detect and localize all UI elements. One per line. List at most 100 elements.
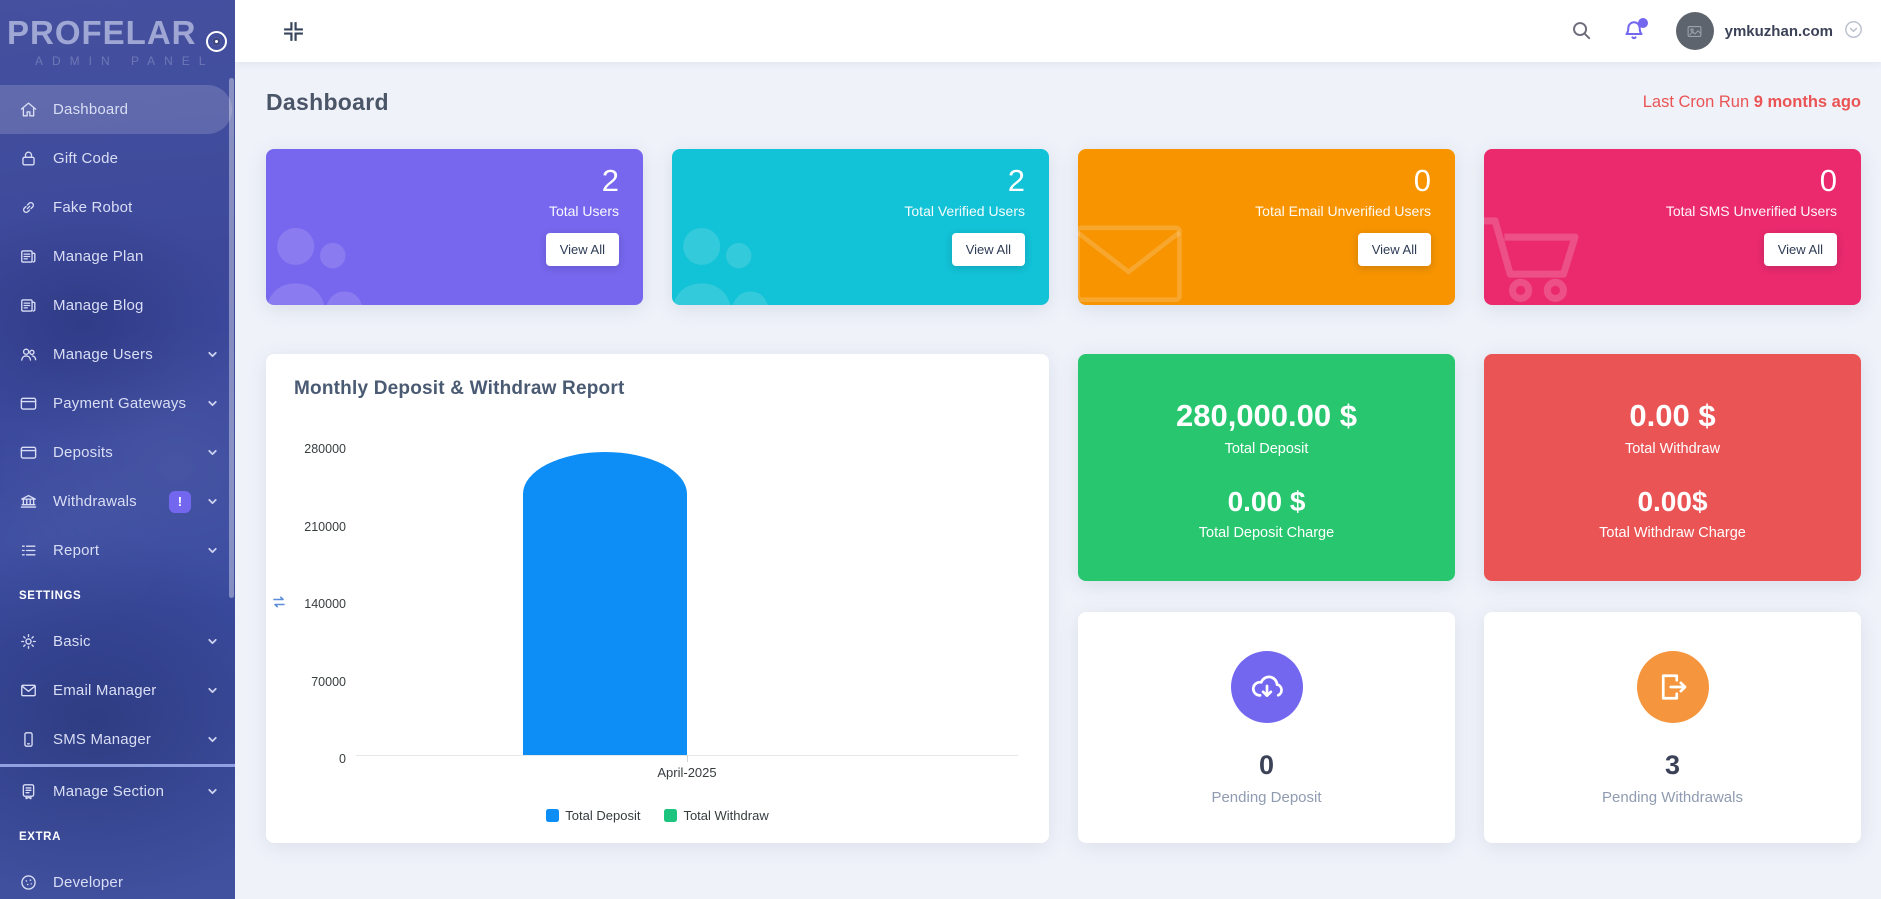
sidebar-collapse-button[interactable] <box>278 16 308 46</box>
logo-subtitle: ADMIN PANEL <box>35 54 215 68</box>
sign-out-icon <box>1661 674 1686 700</box>
sidebar-item-label: Gift Code <box>53 150 119 167</box>
image-placeholder-icon <box>1687 25 1702 37</box>
sidebar-item-basic[interactable]: Basic <box>0 617 235 666</box>
page-title: Dashboard <box>266 89 389 115</box>
currency-axis-icon <box>273 596 285 608</box>
pending-withdrawals-count: 3 <box>1664 750 1681 780</box>
view-all-button[interactable]: View All <box>951 233 1025 267</box>
avatar[interactable] <box>1675 12 1714 50</box>
sidebar-item-manage-blog[interactable]: Manage Blog <box>0 281 235 330</box>
y-axis-labels: 280000 210000 140000 70000 0 <box>290 442 346 766</box>
logo: PROFELAR ADMIN PANEL <box>0 0 235 85</box>
sidebar-item-payment-gateways[interactable]: Payment Gateways <box>0 379 235 428</box>
sidebar-divider <box>0 764 235 767</box>
legend-swatch-deposit <box>546 809 560 822</box>
chevron-down-icon <box>208 638 217 645</box>
sidebar-toggle[interactable] <box>206 31 227 52</box>
sidebar-item-label: Report <box>53 542 100 559</box>
stat-value: 0 <box>1819 163 1837 198</box>
credit-card-icon <box>20 397 37 410</box>
sidebar-menu: Dashboard Gift Code Fake Robot Manage Pl… <box>0 85 235 899</box>
chevron-down-icon <box>208 400 217 407</box>
view-all-button[interactable]: View All <box>1763 233 1837 267</box>
sidebar-item-email-manager[interactable]: Email Manager <box>0 666 235 715</box>
total-withdraw-label: Total Withdraw <box>1624 441 1721 457</box>
sidebar-item-fake-robot[interactable]: Fake Robot <box>0 183 235 232</box>
sidebar: PROFELAR ADMIN PANEL Dashboard Gift Code… <box>0 0 235 899</box>
sidebar-item-label: Email Manager <box>53 682 157 699</box>
total-deposit-card: 280,000.00 $ Total Deposit 0.00 $ Total … <box>1078 354 1455 581</box>
pending-withdrawals-circle <box>1636 651 1709 723</box>
withdraw-charge-value: 0.00$ <box>1637 486 1708 517</box>
sidebar-item-withdrawals[interactable]: Withdrawals ! <box>0 477 235 526</box>
legend-swatch-withdraw <box>664 809 678 822</box>
user-menu-caret-icon[interactable] <box>1843 19 1867 43</box>
total-deposit-label: Total Deposit <box>1224 441 1309 457</box>
sidebar-item-manage-plan[interactable]: Manage Plan <box>0 232 235 281</box>
total-email-unverified-card: 0 Total Email Unverified Users View All <box>1078 149 1455 305</box>
stat-value: 2 <box>601 163 619 198</box>
sidebar-item-label: Basic <box>53 633 91 650</box>
list-icon <box>21 545 36 556</box>
total-withdraw-card: 0.00 $ Total Withdraw 0.00$ Total Withdr… <box>1484 354 1861 581</box>
notification-dot <box>1637 18 1648 28</box>
mobile-icon <box>24 732 33 747</box>
topbar: ymkuzhan.com <box>235 0 1881 62</box>
sidebar-item-label: Withdrawals <box>53 493 137 510</box>
lock-icon <box>22 151 35 166</box>
newspaper-icon <box>21 299 36 312</box>
gear-icon <box>21 634 36 649</box>
total-withdraw-value: 0.00 $ <box>1629 398 1716 433</box>
total-users-card: 2 Total Users View All <box>266 149 643 305</box>
bank-icon <box>20 494 37 508</box>
sidebar-item-sms-manager[interactable]: SMS Manager <box>0 715 235 764</box>
stat-label: Total Verified Users <box>904 203 1025 220</box>
sidebar-section-settings: SETTINGS <box>19 590 82 602</box>
deposit-bar <box>523 452 687 755</box>
license-icon <box>22 784 35 800</box>
chart-title: Monthly Deposit & Withdraw Report <box>294 378 625 399</box>
pending-deposit-count: 0 <box>1258 750 1275 780</box>
sidebar-item-label: SMS Manager <box>53 731 152 748</box>
sidebar-section-extra: EXTRA <box>19 831 61 843</box>
pending-deposit-label: Pending Deposit <box>1211 789 1322 806</box>
sidebar-item-gift-code[interactable]: Gift Code <box>0 134 235 183</box>
x-axis-tick <box>687 755 688 762</box>
legend-label: Total Withdraw <box>683 808 769 823</box>
lower-section: Monthly Deposit & Withdraw Report 280000… <box>266 354 1861 843</box>
newspaper-icon <box>21 250 36 263</box>
sidebar-item-label: Dashboard <box>53 101 129 118</box>
sidebar-scrollbar[interactable] <box>229 78 234 598</box>
chart-legend: Total Deposit Total Withdraw <box>266 808 1049 823</box>
chart-plot-area: 280000 210000 140000 70000 0 April-2025 <box>273 442 1018 780</box>
view-all-button[interactable]: View All <box>545 233 619 267</box>
sidebar-item-manage-users[interactable]: Manage Users <box>0 330 235 379</box>
y-tick: 280000 <box>304 442 346 456</box>
legend-total-deposit[interactable]: Total Deposit <box>546 808 640 823</box>
y-tick: 0 <box>339 752 346 766</box>
sidebar-item-deposits[interactable]: Deposits <box>0 428 235 477</box>
user-name[interactable]: ymkuzhan.com <box>1724 22 1833 40</box>
y-tick: 70000 <box>311 674 346 689</box>
link-icon <box>23 202 34 213</box>
sidebar-item-report[interactable]: Report <box>0 526 235 575</box>
users-bg-icon <box>267 227 362 305</box>
sidebar-item-developer[interactable]: Developer <box>0 858 235 899</box>
stat-value: 0 <box>1413 163 1431 198</box>
notifications-bell-icon[interactable] <box>1622 18 1648 43</box>
last-cron-run: Last Cron Run 9 months ago <box>1643 93 1861 112</box>
users-bg-icon <box>673 227 768 305</box>
chevron-down-icon <box>208 498 217 505</box>
stat-label: Total Email Unverified Users <box>1255 203 1431 220</box>
sidebar-item-dashboard[interactable]: Dashboard <box>0 85 232 134</box>
stat-cards-row: 2 Total Users View All 2 Total Verified … <box>266 149 1861 305</box>
x-axis-label: April-2025 <box>657 765 717 780</box>
stat-value: 2 <box>1007 163 1025 198</box>
sidebar-item-manage-section[interactable]: Manage Section <box>0 767 235 816</box>
view-all-button[interactable]: View All <box>1357 233 1431 267</box>
search-icon[interactable] <box>1570 19 1594 43</box>
chevron-down-icon <box>208 736 217 743</box>
legend-total-withdraw[interactable]: Total Withdraw <box>664 808 769 823</box>
y-tick: 140000 <box>304 597 346 611</box>
